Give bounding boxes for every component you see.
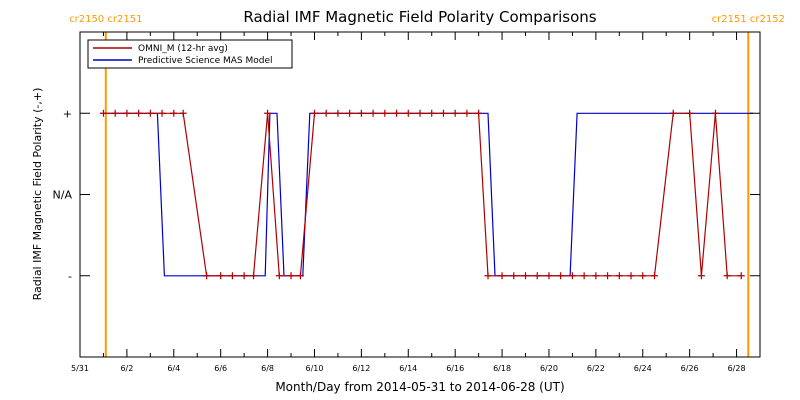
omni-point-42 <box>604 272 612 280</box>
omni-point-48 <box>686 109 694 117</box>
x-tick-label-7: 6/14 <box>399 364 417 373</box>
chart-title: Radial IMF Magnetic Field Polarity Compa… <box>243 8 596 26</box>
omni-point-40 <box>580 272 588 280</box>
omni-point-14 <box>275 272 283 280</box>
omni-series-line <box>103 112 742 277</box>
plot-frame <box>79 31 761 358</box>
x-tick-label-9: 6/18 <box>493 364 511 373</box>
omni-point-17 <box>310 109 318 117</box>
omni-point-46 <box>650 272 658 280</box>
carrington-label-1: cr2151 cr2152 <box>712 14 785 25</box>
series-layer <box>99 109 753 280</box>
omni-point-20 <box>346 109 354 117</box>
legend: OMNI_M (12-hr avg) Predictive Science MA… <box>87 39 293 69</box>
tick-layer: 5/31 6/2 6/4 6/6 6/8 6/10 6/12 6/14 6/16 6/18 6/20… <box>53 32 761 373</box>
omni-point-18 <box>322 109 330 117</box>
omni-point-24 <box>393 109 401 117</box>
omni-point-7 <box>179 109 187 117</box>
x-tick-label-11: 6/22 <box>587 364 605 373</box>
omni-point-35 <box>522 272 530 280</box>
x-tick-label-5: 6/10 <box>305 364 323 373</box>
x-tick-label-8: 6/16 <box>446 364 464 373</box>
omni-point-43 <box>615 272 623 280</box>
x-tick-label-4: 6/8 <box>261 364 274 373</box>
model-series-line <box>103 112 753 277</box>
y-tick-label-2: - <box>68 270 72 283</box>
legend-box <box>87 39 293 69</box>
carrington-label-0: cr2150 cr2151 <box>69 14 142 25</box>
omni-point-11 <box>240 272 248 280</box>
y-axis-label: Radial IMF Magnetic Field Polarity (-,+) <box>31 88 44 301</box>
omni-point-45 <box>639 272 647 280</box>
x-tick-label-3: 6/6 <box>214 364 227 373</box>
x-tick-label-0: 5/31 <box>71 364 89 373</box>
omni-point-12 <box>250 272 258 280</box>
omni-point-6 <box>170 109 178 117</box>
y-tick-label-0: + <box>63 107 72 120</box>
omni-point-36 <box>533 272 541 280</box>
omni-point-2 <box>123 109 131 117</box>
omni-point-22 <box>369 109 377 117</box>
omni-point-19 <box>334 109 342 117</box>
omni-point-41 <box>592 272 600 280</box>
x-tick-label-10: 6/20 <box>540 364 558 373</box>
omni-point-34 <box>510 272 518 280</box>
omni-point-39 <box>568 272 576 280</box>
omni-point-29 <box>451 109 459 117</box>
omni-point-5 <box>158 109 166 117</box>
omni-point-28 <box>439 109 447 117</box>
omni-point-0 <box>99 109 107 117</box>
omni-point-52 <box>737 272 745 280</box>
omni-point-16 <box>296 272 304 280</box>
x-tick-label-12: 6/24 <box>634 364 652 373</box>
omni-point-33 <box>498 272 506 280</box>
omni-point-50 <box>711 109 719 117</box>
carrington-marker-layer: cr2150 cr2151 cr2151 cr2152 <box>69 14 785 357</box>
omni-point-4 <box>146 109 154 117</box>
x-tick-label-14: 6/28 <box>728 364 746 373</box>
legend-label-omni: OMNI_M (12-hr avg) <box>138 44 228 54</box>
x-tick-label-2: 6/4 <box>167 364 180 373</box>
omni-point-30 <box>463 109 471 117</box>
omni-point-32 <box>484 272 492 280</box>
omni-point-26 <box>416 109 424 117</box>
omni-point-9 <box>217 272 225 280</box>
omni-point-23 <box>381 109 389 117</box>
x-tick-label-1: 6/2 <box>120 364 133 373</box>
omni-point-27 <box>428 109 436 117</box>
x-axis-label: Month/Day from 2014-05-31 to 2014-06-28 … <box>275 380 564 394</box>
omni-point-44 <box>627 272 635 280</box>
y-tick-label-1: N/A <box>53 189 73 202</box>
omni-point-1 <box>111 109 119 117</box>
omni-point-37 <box>545 272 553 280</box>
omni-point-10 <box>228 272 236 280</box>
omni-point-51 <box>723 272 731 280</box>
omni-point-38 <box>557 272 565 280</box>
omni-point-25 <box>404 109 412 117</box>
omni-point-21 <box>357 109 365 117</box>
omni-point-31 <box>475 109 483 117</box>
x-tick-label-13: 6/26 <box>681 364 699 373</box>
omni-point-13 <box>264 109 272 117</box>
omni-point-47 <box>669 109 677 117</box>
omni-point-8 <box>203 272 211 280</box>
omni-point-3 <box>135 109 143 117</box>
omni-point-15 <box>287 272 295 280</box>
legend-label-model: Predictive Science MAS Model <box>138 56 273 66</box>
x-tick-label-6: 6/12 <box>352 364 370 373</box>
omni-point-49 <box>697 272 705 280</box>
